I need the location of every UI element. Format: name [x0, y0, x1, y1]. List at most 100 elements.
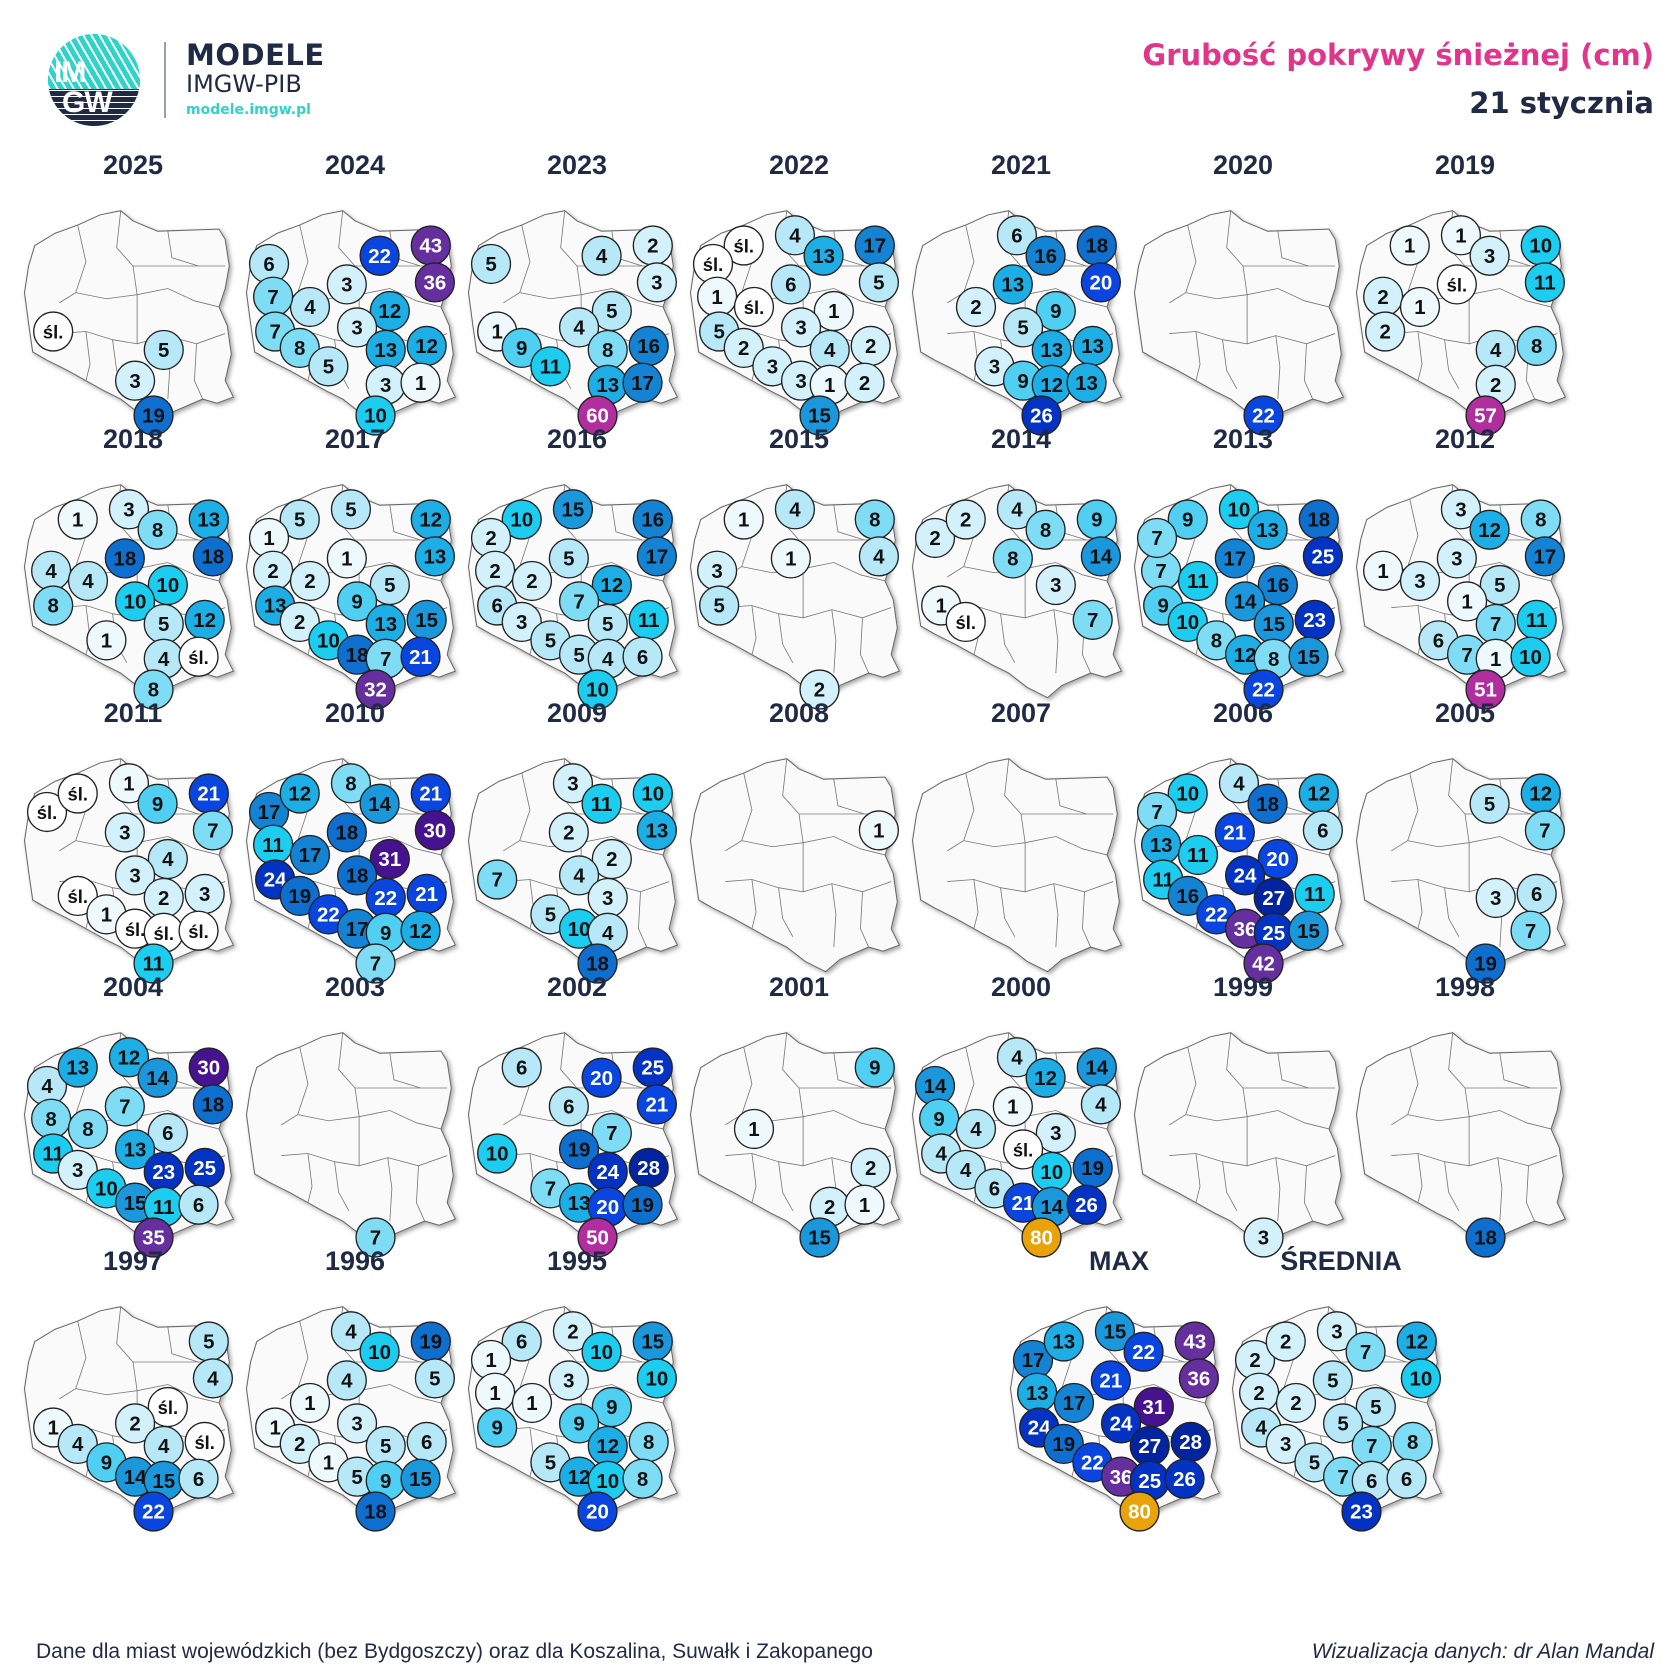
voivodeship-border: [560, 210, 582, 295]
value-label: 22: [142, 1501, 165, 1524]
station-marker: 10: [632, 773, 673, 814]
station-marker: 10: [1218, 489, 1260, 530]
voivodeship-border: [1275, 335, 1281, 400]
value-label: 1: [101, 630, 112, 653]
voivodeship-border: [1222, 1161, 1238, 1212]
station-marker: 2: [1275, 1382, 1317, 1424]
value-label: 22: [368, 245, 391, 268]
value-label: 8: [1211, 630, 1222, 653]
value-label: 8: [1007, 548, 1018, 571]
value-label: 9: [1157, 595, 1168, 618]
value-label: 4: [341, 1370, 353, 1393]
country-outline: [689, 1032, 901, 1247]
station-marker: śl.: [945, 601, 986, 643]
value-bubble: [114, 581, 156, 622]
station-marker: 25: [184, 1147, 225, 1188]
voivodeship-border: [297, 1110, 442, 1130]
value-label: 57: [1474, 405, 1497, 428]
value-label: 5: [545, 904, 556, 927]
value-bubble: [137, 1057, 178, 1098]
value-label: 17: [1022, 1349, 1045, 1372]
station-marker: 10: [1510, 636, 1551, 677]
value-bubble: [336, 307, 378, 348]
value-bubble: [326, 812, 367, 853]
value-bubble: [1025, 509, 1066, 550]
value-label: 7: [606, 1122, 617, 1145]
station-marker: 4: [1218, 763, 1260, 804]
country-outline: [689, 758, 901, 973]
value-label: 24: [1234, 865, 1257, 888]
value-bubble: [1021, 1217, 1062, 1258]
value-bubble: [336, 1403, 378, 1444]
brand-url[interactable]: modele.imgw.pl: [186, 102, 311, 118]
voivodeship-border: [1000, 887, 1016, 938]
value-label: 8: [45, 1108, 56, 1131]
value-label: 17: [631, 372, 654, 395]
value-label: 2: [859, 372, 870, 395]
value-label: 2: [1280, 1331, 1291, 1354]
value-label: 2: [606, 848, 617, 871]
station-marker: 12: [1025, 1057, 1066, 1098]
value-bubble: [914, 517, 956, 559]
value-label: 4: [1095, 1094, 1107, 1117]
value-label: 1: [711, 286, 722, 309]
station-marker: 5: [587, 603, 628, 645]
map-panel-2003: 2003 7: [236, 972, 474, 1262]
station-marker: 8: [992, 538, 1033, 579]
value-label: 10: [1176, 783, 1199, 806]
panel-title: 2025: [102, 150, 164, 180]
value-label: 17: [1533, 546, 1556, 569]
value-label: śl.: [68, 784, 88, 805]
value-label: 7: [269, 321, 280, 344]
value-label: 13: [66, 1057, 89, 1080]
station-marker: 13: [1043, 1321, 1084, 1362]
value-bubble: [1510, 910, 1551, 951]
station-marker: 19: [1072, 1147, 1113, 1188]
voivodeship-border: [725, 772, 753, 852]
station-marker: 7: [355, 943, 396, 984]
value-bubble: [178, 636, 219, 677]
station-marker: 10: [114, 581, 156, 622]
value-bubble: [1341, 1491, 1382, 1532]
value-label: 3: [1490, 887, 1501, 910]
panel-title: 2001: [768, 972, 830, 1002]
value-label: 13: [1040, 339, 1063, 362]
value-label: 2: [1379, 321, 1390, 344]
station-marker: 3: [336, 1403, 378, 1444]
station-marker: 2: [632, 225, 673, 266]
value-label: 5: [563, 548, 574, 571]
poland-map: 5 12 7 3 6 7 19: [1355, 758, 1567, 984]
voivodeship-border: [638, 891, 648, 948]
station-marker: 21: [406, 873, 447, 914]
value-bubble: [1524, 262, 1565, 303]
panel-title: 2022: [768, 150, 830, 180]
station-marker: 15: [552, 489, 594, 530]
value-label: śl.: [125, 919, 145, 940]
value-bubble: [400, 362, 441, 403]
value-label: 1: [738, 509, 749, 532]
value-bubble: [558, 1403, 600, 1444]
station-marker: 10: [147, 564, 188, 606]
value-label: 9: [869, 1057, 880, 1080]
station-marker: 9: [477, 1407, 518, 1448]
station-marker: 12: [406, 325, 447, 366]
value-bubble: [57, 499, 98, 540]
value-label: 5: [1309, 1452, 1320, 1475]
value-bubble: [1090, 1360, 1131, 1401]
station-marker: 3: [548, 1360, 589, 1401]
value-bubble: [1524, 536, 1565, 577]
voivodeship-border: [1417, 879, 1423, 929]
station-marker: 12: [108, 1037, 150, 1078]
voivodeship-border: [1417, 331, 1423, 381]
value-bubble: [1302, 536, 1343, 577]
value-label: 4: [158, 648, 170, 671]
value-bubble: [1247, 509, 1288, 550]
value-label: 36: [1187, 1368, 1210, 1391]
voivodeship-border: [751, 1153, 757, 1203]
value-label: 17: [1063, 1392, 1086, 1415]
station-marker: 11: [143, 1186, 184, 1227]
